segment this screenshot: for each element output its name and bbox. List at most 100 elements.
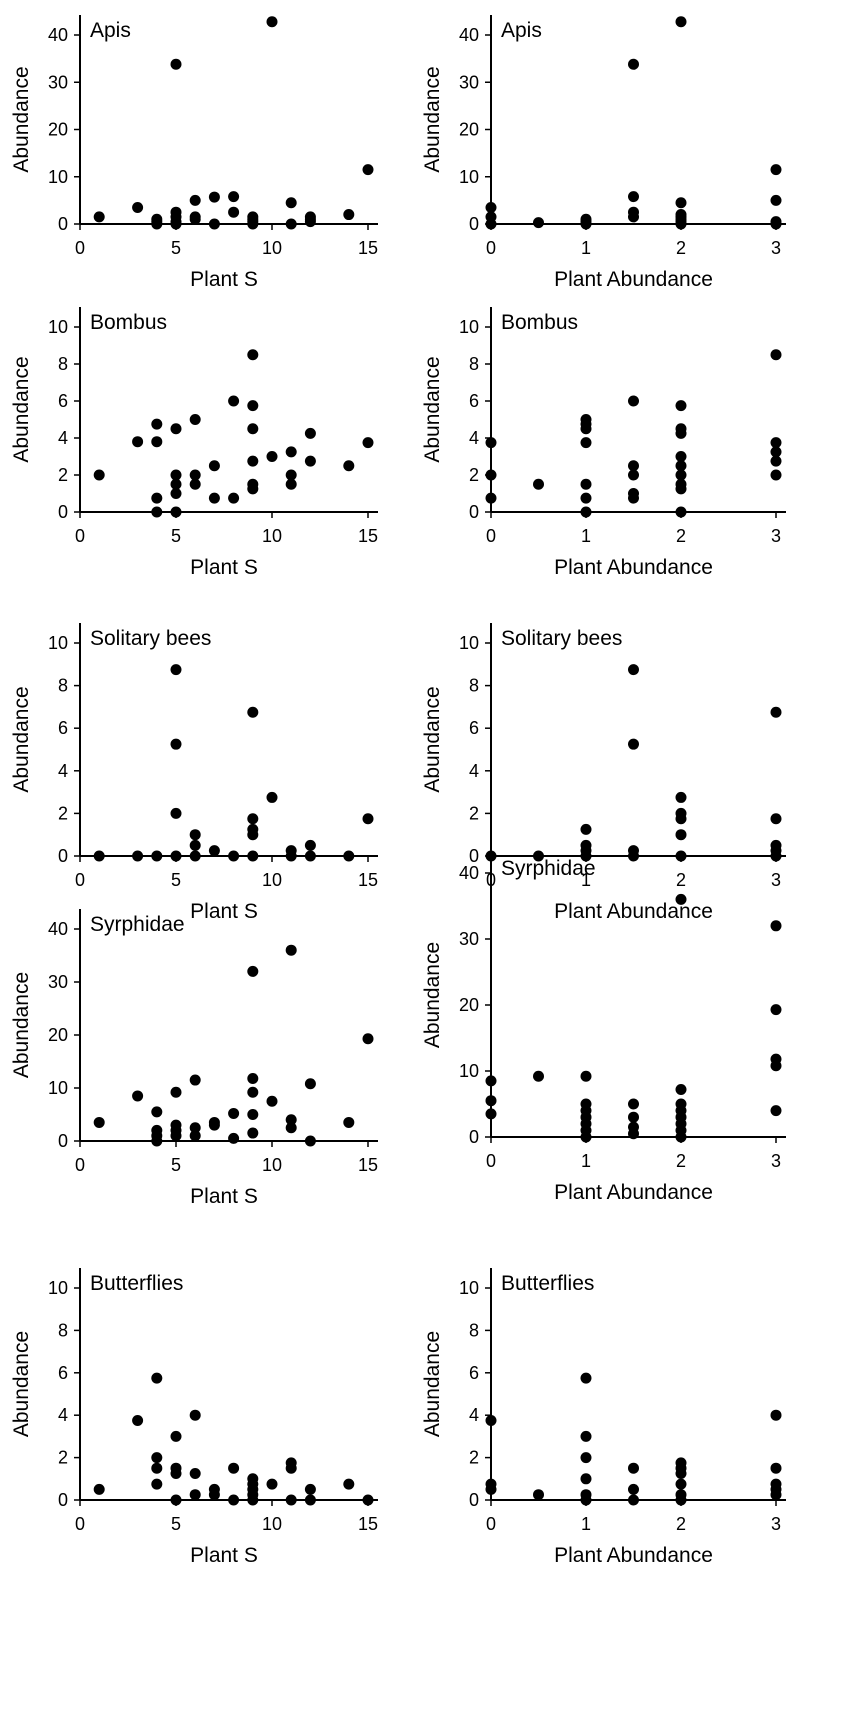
panel-title: Bombus: [90, 311, 167, 334]
data-point: [343, 1478, 355, 1490]
panel-title: Syrphidae: [90, 913, 185, 936]
y-tick-label: 30: [48, 972, 68, 992]
x-axis-label: Plant S: [190, 556, 258, 579]
x-tick-label: 3: [771, 1151, 781, 1171]
panel-title: Solitary bees: [90, 627, 211, 650]
data-point: [247, 349, 259, 361]
data-point: [151, 850, 163, 862]
data-point: [770, 164, 782, 176]
data-point: [93, 850, 105, 862]
data-point: [170, 488, 182, 499]
data-point: [580, 1098, 592, 1110]
data-point: [189, 1074, 201, 1086]
data-point: [208, 1483, 220, 1495]
data-point: [247, 1072, 259, 1084]
x-tick-label: 15: [358, 526, 378, 546]
data-point: [228, 850, 240, 862]
x-tick-label: 0: [486, 1514, 496, 1534]
data-point: [151, 1462, 163, 1474]
data-point: [151, 418, 163, 430]
data-point: [675, 791, 687, 803]
data-point: [189, 1489, 201, 1501]
x-tick-label: 15: [358, 1514, 378, 1534]
data-point: [770, 839, 782, 851]
data-point: [675, 829, 687, 841]
data-point: [628, 191, 639, 203]
data-point: [485, 1478, 497, 1490]
data-point: [208, 191, 220, 203]
data-point: [285, 1457, 297, 1469]
data-point: [93, 469, 105, 481]
data-point: [675, 807, 687, 819]
data-point: [770, 1105, 782, 1117]
data-point: [770, 1409, 782, 1421]
x-axis-label: Plant S: [190, 1544, 258, 1567]
data-point: [170, 850, 182, 862]
data-point: [170, 423, 182, 435]
panel-title: Apis: [90, 19, 131, 42]
y-axis-label: Abundance: [10, 1331, 33, 1437]
x-tick-label: 5: [171, 1155, 181, 1175]
data-point: [247, 211, 259, 223]
data-point: [285, 469, 297, 481]
data-point: [285, 1122, 297, 1134]
data-point: [170, 1086, 182, 1098]
x-tick-label: 0: [486, 238, 496, 258]
x-tick-label: 15: [358, 238, 378, 258]
data-point: [151, 492, 163, 504]
data-point: [675, 1457, 687, 1469]
data-point: [675, 1489, 687, 1501]
data-point: [151, 506, 163, 518]
x-tick-label: 10: [262, 238, 282, 258]
data-point: [628, 738, 639, 750]
data-point: [93, 211, 105, 223]
data-point: [189, 1409, 201, 1421]
data-point: [675, 197, 687, 209]
y-tick-label: 8: [469, 1320, 479, 1340]
data-point: [533, 217, 544, 229]
data-point: [675, 423, 687, 435]
data-point: [362, 1033, 374, 1045]
data-point: [675, 1478, 687, 1490]
data-point: [247, 478, 259, 490]
data-point: [266, 1478, 278, 1490]
data-point: [151, 1452, 163, 1464]
x-tick-label: 0: [486, 1151, 496, 1171]
data-point: [675, 16, 687, 28]
data-point: [343, 209, 355, 221]
y-tick-label: 0: [469, 1490, 479, 1510]
data-point: [770, 194, 782, 206]
data-point: [362, 813, 374, 825]
data-point: [770, 1462, 782, 1474]
data-point: [132, 1415, 144, 1426]
y-tick-label: 0: [469, 502, 479, 522]
data-point: [208, 492, 220, 504]
data-point: [770, 920, 782, 932]
x-tick-label: 1: [581, 1514, 591, 1534]
data-point: [580, 839, 592, 851]
y-tick-label: 2: [469, 803, 479, 823]
panel-title: Syrphidae: [501, 857, 596, 880]
data-point: [285, 1494, 297, 1506]
data-point: [533, 850, 544, 862]
data-point: [151, 1124, 163, 1136]
y-tick-label: 8: [469, 676, 479, 696]
y-tick-label: 6: [58, 718, 68, 738]
y-tick-label: 4: [469, 1405, 479, 1425]
data-point: [485, 201, 497, 213]
data-point: [580, 1430, 592, 1442]
y-tick-label: 30: [459, 72, 479, 92]
data-point: [485, 469, 497, 481]
data-point: [266, 1095, 278, 1107]
data-point: [170, 1494, 182, 1506]
data-point: [266, 16, 278, 28]
y-tick-label: 10: [459, 317, 479, 337]
y-tick-label: 4: [58, 1405, 68, 1425]
data-point: [151, 213, 163, 225]
data-point: [132, 1090, 144, 1102]
y-tick-label: 10: [459, 633, 479, 653]
data-point: [675, 451, 687, 462]
data-point: [770, 455, 782, 467]
